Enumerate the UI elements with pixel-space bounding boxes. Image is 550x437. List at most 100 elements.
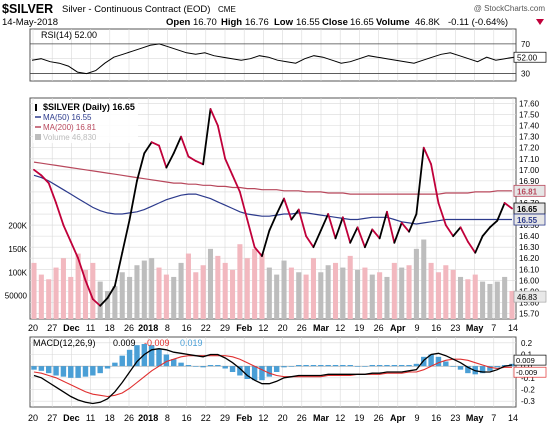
x-tick-label: 26 <box>297 413 307 423</box>
macd-histogram-bar <box>332 365 339 367</box>
macd-histogram-bar <box>428 354 434 367</box>
volume-bar <box>428 262 434 319</box>
down-arrow-icon <box>536 19 544 25</box>
macd-histogram-bar <box>340 365 346 367</box>
volume-bar <box>90 262 96 319</box>
x-tick-label: 7 <box>491 413 496 423</box>
price-segment <box>341 216 352 244</box>
macd-histogram-bar <box>494 366 501 368</box>
price-tick-label: 17.20 <box>519 144 540 153</box>
price-tick-label: 15.70 <box>519 309 540 318</box>
price-segment <box>386 210 396 244</box>
price-segment <box>202 108 212 166</box>
volume-bar <box>215 255 221 319</box>
x-tick-label: 18 <box>105 413 115 423</box>
rsi-line <box>31 43 515 75</box>
macd-histogram-bar <box>45 366 52 374</box>
macd-histogram-bar <box>185 365 192 367</box>
x-tick-label: Apr <box>390 413 406 423</box>
macd-histogram-bar <box>244 366 250 379</box>
macd-histogram-bar <box>104 366 111 369</box>
price-segment <box>378 210 388 240</box>
volume-label: Volume <box>376 17 410 28</box>
price-segment <box>121 218 131 254</box>
macd-histogram-bar <box>200 366 206 368</box>
price-tick-label: 16.10 <box>519 265 540 274</box>
price-segment <box>503 202 513 210</box>
volume-tick-label: 200K <box>8 222 27 231</box>
x-tick-label: Feb <box>236 323 253 333</box>
macd-histogram-bar <box>178 362 184 367</box>
macd-histogram-bar <box>259 366 265 381</box>
price-segment <box>180 135 190 158</box>
volume-bar <box>185 253 191 319</box>
macd-histogram-bar <box>68 366 74 378</box>
volume-bar <box>266 267 272 319</box>
price-segment <box>158 144 168 169</box>
price-segment <box>283 197 293 221</box>
macd-histogram-bar <box>251 366 258 381</box>
price-segment <box>136 152 146 182</box>
macd-histogram-bar <box>435 356 442 367</box>
price-segment <box>400 221 410 233</box>
price-tick-label: 16.40 <box>519 232 540 241</box>
price-segment <box>216 124 227 160</box>
price-segment <box>459 226 469 243</box>
high-value: 16.76 <box>245 17 269 28</box>
macd-badge-label: -0.009 <box>516 368 537 377</box>
x-tick-label: 9 <box>414 413 419 423</box>
macd-histogram-bar <box>479 366 486 374</box>
price-segment <box>452 226 462 238</box>
x-axis-price: 20 27 Dec 11 18 26 2018 8 16 22 29 Feb 12 20 26 Mar 12 19… <box>28 323 518 333</box>
rsi-last-badge: 52.00 <box>513 51 547 63</box>
x-tick-label: 22 <box>201 413 211 423</box>
x-tick-label: 8 <box>165 413 170 423</box>
price-segment <box>33 168 43 177</box>
macd-histogram-bar <box>53 366 59 376</box>
legend-item: MA(50) 16.55 <box>35 113 92 122</box>
volume-bar <box>230 269 236 319</box>
price-segment <box>489 219 499 229</box>
price-segment <box>99 297 109 307</box>
instrument-name: Silver - Continuous Contract (EOD) <box>62 4 210 15</box>
price-segment <box>40 174 50 184</box>
price-segment <box>415 146 425 215</box>
volume-bar <box>406 265 412 319</box>
price-badge: 16.55 <box>513 213 546 226</box>
macd-histogram-bar <box>38 366 45 371</box>
chart-date: 14-May-2018 <box>2 17 58 28</box>
macd-histogram-bar <box>362 366 368 367</box>
volume-bar <box>487 283 493 319</box>
watermark: @ StockCharts.com <box>474 4 546 13</box>
macd-title-signal: -0.009 <box>144 338 170 348</box>
rsi-tick-label: 30 <box>521 70 530 79</box>
price-tick-label: 16.20 <box>519 254 540 263</box>
x-tick-label: 19 <box>354 413 364 423</box>
price-segment <box>246 218 256 249</box>
price-segment <box>128 179 138 221</box>
volume-bar <box>112 286 118 319</box>
macd-histogram-bar <box>266 366 273 377</box>
volume-bar <box>391 262 397 319</box>
volume-bar <box>443 265 449 319</box>
volume-bar <box>60 258 66 319</box>
rsi-badge-label: 52.00 <box>517 54 538 63</box>
volume-bar <box>163 274 169 319</box>
macd-signal-line <box>33 355 512 398</box>
legend-label: MA(50) 16.55 <box>43 113 92 122</box>
legend-swatch <box>35 134 41 140</box>
open-value: 16.70 <box>193 17 217 28</box>
x-tick-label: 29 <box>220 413 230 423</box>
x-tick-label: May <box>466 413 484 423</box>
macd-histogram-bar <box>60 366 67 377</box>
volume-bar <box>340 267 346 319</box>
price-segment <box>47 182 57 204</box>
price-segment <box>62 224 72 243</box>
price-segment <box>437 202 447 226</box>
macd-histogram-bar <box>171 359 177 367</box>
volume-bar <box>399 267 405 319</box>
legend-background <box>33 101 138 143</box>
price-tick-label: 17.00 <box>519 166 540 175</box>
